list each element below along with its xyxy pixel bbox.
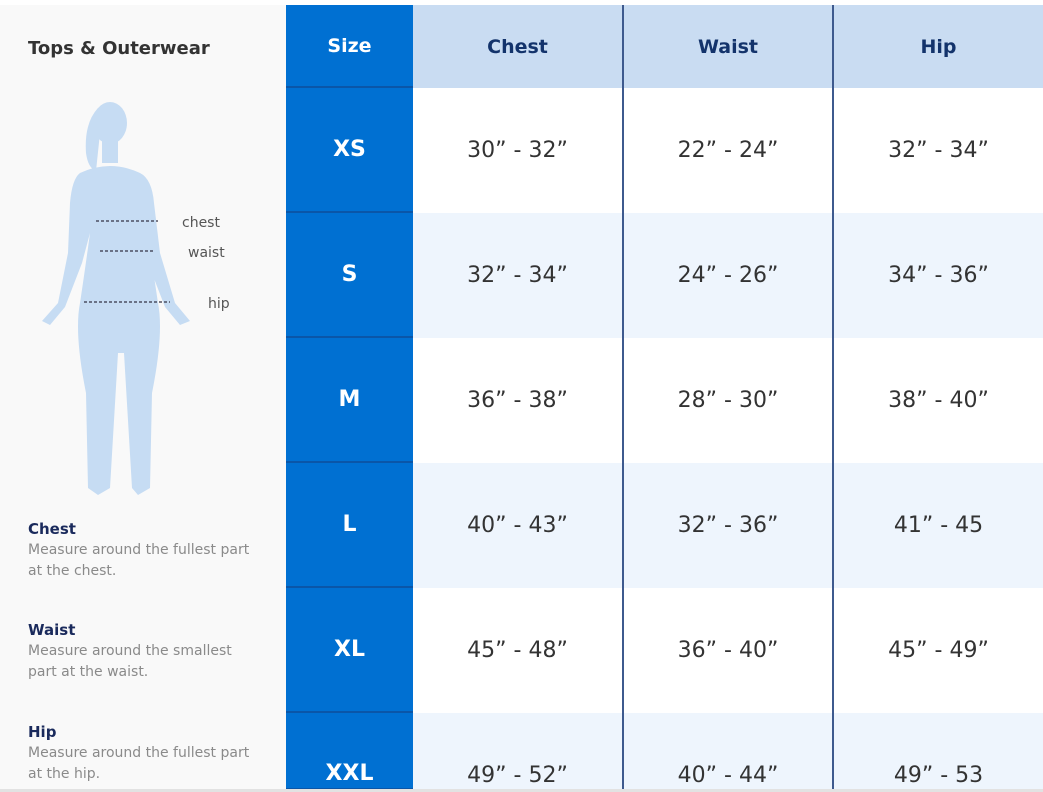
table-row: M 36” - 38” 28” - 30” 38” - 40” [286,338,1043,463]
guide-title: Tops & Outerwear [28,38,210,59]
waist-cell: 28” - 30” [622,338,834,463]
size-cell: XS [286,88,413,213]
table-row: S 32” - 34” 24” - 26” 34” - 36” [286,213,1043,338]
header-size: Size [286,5,413,88]
chest-cell: 49” - 52” [467,763,568,788]
size-chart-table: Size Chest Waist Hip XS 30” - 32” 22” - 24… [286,5,1043,790]
header-chest: Chest [487,35,548,58]
measure-text: Measure around the smallest part at the … [28,643,232,680]
waist-description: Waist Measure around the smallest part a… [28,621,258,683]
waist-cell: 36” - 40” [622,588,834,713]
chest-cell: 32” - 34” [467,263,568,288]
waist-label: waist [188,245,225,261]
body-silhouette-icon: chest waist hip [42,102,230,495]
measure-name: Waist [28,621,76,639]
waist-cell: 24” - 26” [622,213,834,338]
chest-cell: 36” - 38” [467,388,568,413]
size-cell: XXL [286,713,413,790]
hip-cell: 38” - 40” [888,388,989,413]
measure-name: Hip [28,723,57,741]
measurement-guide: Tops & Outerwear chest waist hip Chest M… [0,5,286,790]
header-hip: Hip [920,35,957,58]
table-row: XXL 49” - 52” 40” - 44” 49” - 53 [286,713,1043,790]
hip-cell: 32” - 34” [888,138,989,163]
table-row: XS 30” - 32” 22” - 24” 32” - 34” [286,88,1043,213]
waist-cell: 40” - 44” [622,713,834,790]
size-cell: XL [286,588,413,713]
measure-text: Measure around the fullest part at the h… [28,745,250,782]
hip-description: Hip Measure around the fullest part at t… [28,723,258,785]
chest-cell: 30” - 32” [467,138,568,163]
table-header: Size Chest Waist Hip [286,5,1043,88]
measure-name: Chest [28,520,76,538]
hip-cell: 41” - 45 [893,513,984,538]
size-cell: S [286,213,413,338]
size-cell: M [286,338,413,463]
table-row: XL 45” - 48” 36” - 40” 45” - 49” [286,588,1043,713]
hip-cell: 49” - 53 [893,763,984,788]
waist-cell: 32” - 36” [622,463,834,588]
header-waist: Waist [622,5,834,88]
table-row: L 40” - 43” 32” - 36” 41” - 45 [286,463,1043,588]
hip-label: hip [208,296,230,312]
bottom-divider [0,789,1043,792]
measure-text: Measure around the fullest part at the c… [28,542,250,579]
chest-cell: 45” - 48” [467,638,568,663]
waist-cell: 22” - 24” [622,88,834,213]
chest-cell: 40” - 43” [467,513,568,538]
chest-description: Chest Measure around the fullest part at… [28,520,258,582]
chest-label: chest [182,215,220,231]
hip-cell: 45” - 49” [888,638,989,663]
size-cell: L [286,463,413,588]
hip-cell: 34” - 36” [888,263,989,288]
